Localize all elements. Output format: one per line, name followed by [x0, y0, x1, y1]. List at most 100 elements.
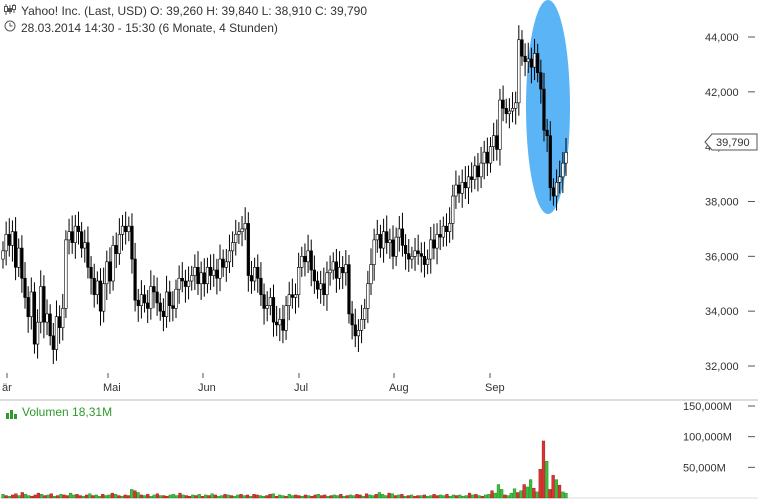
candle — [26, 286, 30, 333]
volume-bar — [557, 484, 562, 499]
y-tick-label: 44,000 — [705, 32, 739, 44]
candle — [507, 98, 511, 129]
candle — [403, 234, 408, 270]
candle — [451, 184, 455, 240]
candle — [422, 241, 427, 278]
volume-bar — [426, 495, 430, 499]
volume-bar — [355, 494, 359, 499]
candle — [237, 222, 241, 244]
volume-bar — [313, 494, 317, 499]
volume-bar — [43, 495, 47, 499]
volume-bar — [142, 495, 147, 499]
volume-bar — [268, 494, 272, 499]
candle — [95, 271, 99, 305]
candle — [190, 265, 194, 291]
candle — [300, 246, 304, 277]
volume-bar — [11, 494, 15, 499]
candle — [133, 242, 137, 312]
volume-bar — [435, 495, 439, 499]
candle — [498, 88, 502, 166]
candle — [253, 257, 257, 291]
candle — [271, 284, 276, 337]
candle — [551, 178, 556, 206]
volume-bar — [461, 495, 465, 499]
candle — [463, 166, 467, 200]
volume-bar — [220, 495, 224, 499]
candle — [108, 247, 112, 294]
candle — [13, 217, 18, 281]
candle — [278, 308, 282, 342]
candle — [479, 146, 483, 189]
volume-bar — [368, 494, 372, 499]
volume-bar — [541, 440, 546, 499]
y-tick-label: 38,000 — [705, 197, 739, 209]
volume-bar — [458, 494, 462, 499]
candle — [331, 252, 335, 280]
volume-bar — [474, 494, 478, 499]
volume-bar — [335, 495, 340, 499]
x-tick-label: Jul — [294, 382, 308, 394]
volume-bar — [30, 495, 34, 499]
volume-bar — [20, 492, 24, 499]
volume-bar — [75, 494, 79, 499]
candle — [73, 214, 77, 259]
volume-bars-icon — [6, 408, 18, 419]
volume-bar — [168, 494, 172, 499]
candle — [58, 305, 62, 344]
candle — [532, 38, 537, 81]
candle — [1, 241, 5, 269]
volume-bar — [432, 494, 436, 499]
candle — [149, 270, 153, 320]
volume-bar — [78, 495, 82, 499]
candle — [120, 214, 125, 251]
volume-bar — [516, 492, 520, 499]
volume-bar — [274, 495, 279, 499]
volume-bar — [162, 495, 166, 499]
clock-icon — [4, 20, 18, 35]
volume-bar — [503, 494, 507, 499]
candle — [306, 234, 310, 274]
volume-bar — [139, 494, 143, 499]
volume-bar — [490, 490, 494, 499]
volume-bar — [448, 495, 452, 499]
volume-bar — [413, 495, 417, 499]
volume-bar — [480, 495, 484, 499]
volume-bar — [319, 495, 324, 499]
volume-bar — [46, 494, 50, 499]
candle — [42, 275, 46, 339]
candle — [337, 251, 342, 290]
candle — [10, 220, 15, 262]
volume-bar — [14, 493, 18, 499]
candle — [205, 257, 210, 294]
volume-bar — [249, 495, 253, 499]
candle — [20, 235, 24, 293]
candle — [485, 137, 489, 177]
candle — [117, 218, 121, 265]
candle — [488, 137, 493, 173]
candle — [492, 122, 496, 162]
volume-bar — [403, 495, 407, 499]
candle — [259, 262, 263, 306]
volume-bar — [155, 493, 160, 499]
candle — [407, 239, 411, 272]
candle — [80, 222, 84, 258]
volume-bar — [307, 495, 311, 499]
x-tick-label: Aug — [389, 382, 409, 394]
y-tick-label: 32,000 — [705, 361, 739, 373]
volume-tick-label: 100,000M — [683, 432, 732, 444]
candle — [177, 265, 181, 304]
candle — [375, 219, 379, 253]
volume-bar — [564, 492, 568, 499]
chart-header-time: 28.03.2014 14:30 - 15:30 (6 Monate, 4 St… — [4, 20, 278, 35]
volume-bar — [23, 494, 28, 499]
volume-bar — [197, 494, 201, 499]
volume-bar — [332, 494, 336, 499]
candle — [388, 228, 392, 259]
last-price-marker: 39,790 — [704, 133, 758, 151]
candle — [400, 212, 405, 257]
time-range: 28.03.2014 14:30 - 15:30 (6 Monate, 4 St… — [21, 21, 278, 35]
volume-bar — [187, 495, 192, 499]
volume-bar — [545, 461, 549, 499]
candle — [444, 213, 449, 247]
